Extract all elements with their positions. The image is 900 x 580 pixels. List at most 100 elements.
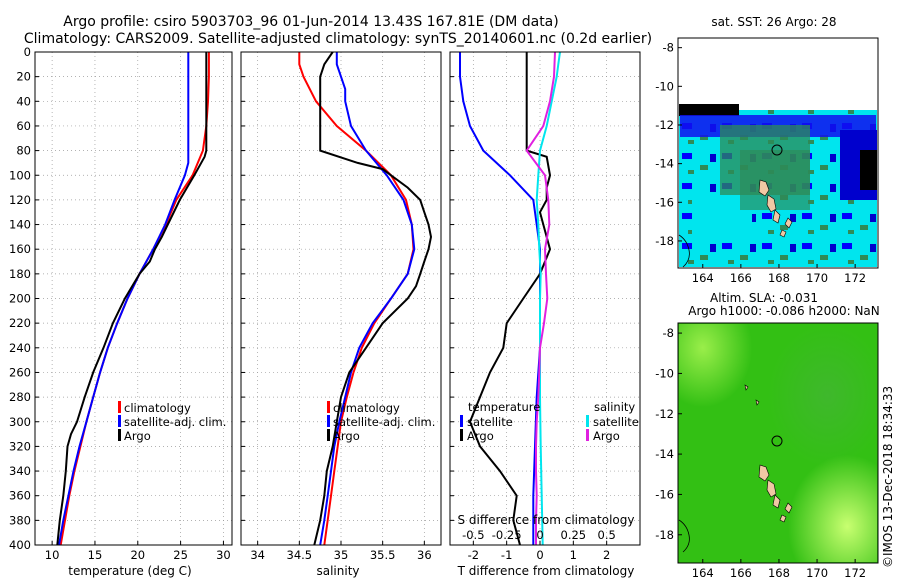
x-tick-label: 1 (570, 548, 577, 562)
map-x-tick-label: 170 (806, 271, 828, 285)
sst-cloud-patch (860, 150, 877, 190)
y-tick-label: 160 (9, 242, 31, 256)
x-axis-label: salinity (316, 564, 359, 578)
sst-map: 164 166 168 170 172 -8 -10 -12 -14 -16 -18 (655, 37, 879, 285)
y-tick-label: 300 (9, 415, 31, 429)
s-tick-label: -0.5 (462, 528, 484, 542)
s-tick-label: 0.25 (561, 528, 587, 542)
new-caledonia-coast (678, 234, 690, 268)
s-tick-label: 0 (536, 528, 543, 542)
map-x-tick-label: 168 (768, 566, 790, 580)
vanuatu-islands (758, 179, 793, 238)
x-tick-label: 2 (603, 548, 610, 562)
legend-t-argo-marker (460, 429, 463, 441)
legend-argo-marker (327, 429, 330, 441)
series-line-salinity-satellite (535, 51, 561, 546)
y-tick-label: 0 (24, 45, 31, 59)
map-y-tick-label: -12 (655, 118, 674, 132)
y-tick-label: 360 (9, 489, 31, 503)
series-line-satellite-adj-clim- (319, 52, 416, 546)
y-tick-label: 260 (9, 365, 31, 379)
y-tick-label: 340 (9, 464, 31, 478)
x-tick-label: 35 (334, 548, 349, 562)
legend-salinity-title: salinity (594, 400, 635, 414)
x-axis-label: temperature (deg C) (68, 564, 191, 578)
map-y-tick-label: -18 (655, 234, 674, 248)
x-tick-label: -2 (468, 548, 479, 562)
sla-blob (679, 324, 877, 562)
y-tick-label: 120 (9, 193, 31, 207)
legend-temperature-title: temperature (468, 400, 540, 414)
legend-satellite-marker (118, 415, 121, 427)
s-difference-ticks: -0.5 -0.25 0 0.25 0.5 (462, 528, 616, 542)
y-tick-label: 100 (9, 168, 31, 182)
sla-map-title-line2: Argo h1000: -0.086 h2000: NaN (688, 304, 880, 318)
legend-t-satellite-label: satellite (467, 415, 513, 429)
figure-title-line1: Argo profile: csiro 5903703_96 01-Jun-20… (63, 14, 558, 30)
legend-t-argo-label: Argo (467, 429, 494, 443)
legend-argo-label: Argo (124, 429, 151, 443)
series-line-climatology (298, 52, 415, 546)
x-tick-label: 36 (417, 548, 432, 562)
map-x-tick-label: 172 (844, 566, 866, 580)
map-x-tick-label: 170 (806, 566, 828, 580)
y-tick-label: 180 (9, 267, 31, 281)
map-y-tick-label: -10 (655, 366, 674, 380)
figure-title-line2: Climatology: CARS2009. Satellite-adjuste… (24, 31, 652, 47)
sst-green-patch-2 (740, 150, 810, 210)
series-line-satellite-adj-clim- (58, 52, 190, 546)
map-y-tick-label: -14 (655, 157, 674, 171)
temperature-legend: climatology satellite-adj. clim. Argo (118, 401, 226, 443)
map-y-tick-label: -10 (655, 79, 674, 93)
x-tick-label: -1 (501, 548, 512, 562)
salinity-legend: climatology satellite-adj. clim. Argo (327, 401, 435, 443)
sla-map: 164 166 168 170 172 -8 -10 -12 -14 -16 -18 (655, 322, 879, 580)
legend-satellite-marker (327, 415, 330, 427)
map-x-tick-label: 166 (730, 566, 752, 580)
map-x-tick-label: 164 (692, 271, 714, 285)
legend-climatology-marker (118, 401, 121, 413)
legend-climatology-label: climatology (333, 401, 400, 415)
y-tick-label: 140 (9, 218, 31, 232)
x-tick-label: 25 (173, 548, 188, 562)
legend-s-argo-label: Argo (593, 429, 620, 443)
new-caledonia-coast (678, 519, 690, 553)
x-tick-label: 0 (536, 548, 543, 562)
y-tick-label: 280 (9, 390, 31, 404)
map-y-tick-label: -16 (655, 195, 674, 209)
x-tick-label: 10 (45, 548, 60, 562)
legend-t-satellite-marker (460, 415, 463, 427)
credit-stamp: ©IMOS 13-Dec-2018 18:34:33 (881, 386, 895, 568)
map-y-tick-label: -18 (655, 528, 674, 542)
legend-s-satellite-marker (586, 415, 589, 427)
difference-legend: temperature satellite Argo salinity sate… (460, 400, 639, 443)
map-x-tick-label: 166 (730, 271, 752, 285)
map-y-tick-label: -12 (655, 407, 674, 421)
map-y-tick-label: -8 (663, 326, 674, 340)
sla-map-title-line1: Altim. SLA: -0.031 (710, 291, 818, 305)
y-tick-label: 320 (9, 439, 31, 453)
x-axis-label: T difference from climatology (457, 564, 635, 578)
argo-position-marker (771, 144, 783, 156)
series-line-climatology (59, 52, 210, 546)
sst-cloud-mask (679, 104, 739, 116)
map-y-tick-label: -16 (655, 487, 674, 501)
map-y-tick-label: -14 (655, 447, 674, 461)
legend-climatology-marker (327, 401, 330, 413)
series-line-argo (56, 52, 208, 546)
legend-s-satellite-label: satellite (593, 415, 639, 429)
legend-satellite-label: satellite-adj. clim. (124, 415, 226, 429)
x-tick-label: 20 (130, 548, 145, 562)
plot-frame (34, 51, 233, 546)
x-tick-label: 15 (88, 548, 103, 562)
y-tick-label: 400 (9, 538, 31, 552)
legend-argo-marker (118, 429, 121, 441)
temperature-panel: 10 15 20 25 30020406080100120140160180200220… (9, 45, 233, 578)
map-x-tick-label: 172 (844, 271, 866, 285)
y-tick-label: 220 (9, 316, 31, 330)
legend-climatology-label: climatology (124, 401, 191, 415)
map-x-tick-label: 168 (768, 271, 790, 285)
y-tick-label: 80 (16, 144, 31, 158)
y-tick-label: 40 (16, 94, 31, 108)
s-difference-axis-label: S difference from climatology (458, 513, 635, 527)
